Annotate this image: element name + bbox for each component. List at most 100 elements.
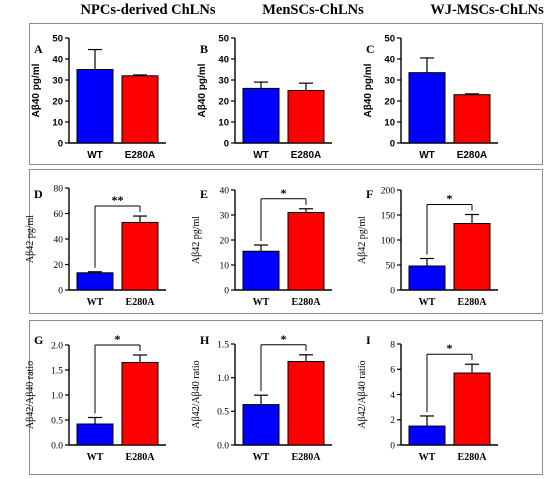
significance-mark-e: * <box>281 186 287 200</box>
bar-d-e280a <box>121 221 159 291</box>
bar-f-e280a <box>453 223 491 291</box>
panel-letter-f: F <box>366 187 373 201</box>
category-label-b: WT <box>253 150 269 161</box>
panel-letter-i: I <box>366 333 371 347</box>
y-axis-label-f: Aβ42 pg/ml <box>357 216 368 264</box>
y-tick-label-e: 30 <box>220 211 230 221</box>
category-label-h: WT <box>253 452 270 463</box>
bar-a-wt <box>76 69 114 144</box>
y-tick-label-d: 20 <box>54 261 64 271</box>
bar-i-e280a <box>453 372 491 446</box>
significance-mark-g: * <box>115 332 121 346</box>
y-tick-label-i: 4 <box>390 391 395 401</box>
y-tick-label-b: 0 <box>224 138 229 149</box>
y-tick-label-g: 0.5 <box>51 416 63 426</box>
category-label-c: E280A <box>457 150 488 161</box>
y-tick-label-d: 80 <box>54 184 64 194</box>
y-axis-label-g: Aβ42/Aβ40 ratio <box>25 361 36 429</box>
y-tick-label-f: 150 <box>381 211 396 221</box>
bar-c-wt <box>408 72 446 144</box>
y-tick-label-g: 1.0 <box>51 391 63 401</box>
y-tick-label-c: 40 <box>384 54 395 65</box>
y-tick-label-d: 60 <box>54 210 64 220</box>
significance-mark-d: ** <box>112 193 124 207</box>
y-tick-label-a: 20 <box>52 96 63 107</box>
bar-b-e280a <box>287 90 325 144</box>
category-label-a: WT <box>87 150 103 161</box>
category-label-e: WT <box>253 297 270 308</box>
y-tick-label-a: 40 <box>52 54 63 65</box>
y-axis-label-e: Aβ42 pg/ml <box>191 216 202 264</box>
category-label-i: E280A <box>458 452 488 463</box>
panel-letter-a: A <box>34 42 43 56</box>
panel-letter-d: D <box>34 187 43 201</box>
significance-mark-f: * <box>447 192 453 206</box>
significance-mark-h: * <box>281 332 287 346</box>
y-tick-label-c: 50 <box>384 33 395 44</box>
bar-h-e280a <box>287 361 325 446</box>
category-label-f: WT <box>419 297 436 308</box>
row-box-abeta42 <box>29 169 543 314</box>
bar-g-e280a <box>121 362 159 446</box>
y-tick-label-g: 0.0 <box>51 441 63 451</box>
y-axis-label-a: Aβ40 pg/ml <box>31 63 42 117</box>
y-tick-label-i: 0 <box>390 441 395 451</box>
bar-e-wt <box>242 250 280 291</box>
y-axis-label-d: Aβ42 pg/ml <box>25 215 36 263</box>
bar-g-wt <box>76 423 114 446</box>
category-label-a: E280A <box>125 150 156 161</box>
significance-mark-i: * <box>447 341 453 355</box>
column-title-menscs: MenSCs-ChLNs <box>262 2 364 18</box>
row-box-abeta40 <box>29 23 543 165</box>
y-tick-label-d: 40 <box>54 235 64 245</box>
bar-h-wt <box>242 404 280 446</box>
bar-f-wt <box>408 265 446 291</box>
y-tick-label-c: 30 <box>384 75 395 86</box>
bar-c-e280a <box>453 94 491 144</box>
y-axis-label-c: Aβ40 pg/ml <box>363 63 374 117</box>
category-label-e: E280A <box>292 297 322 308</box>
bar-i-wt <box>408 425 446 446</box>
y-tick-label-b: 20 <box>218 96 229 107</box>
row-box-ratio <box>29 320 543 475</box>
category-label-h: E280A <box>292 452 322 463</box>
y-tick-label-b: 50 <box>218 33 229 44</box>
bar-d-wt <box>76 272 114 291</box>
y-tick-label-g: 1.5 <box>51 366 63 376</box>
y-tick-label-f: 50 <box>386 261 396 271</box>
y-axis-label-i: Aβ42/Aβ40 ratio <box>357 360 368 428</box>
y-tick-label-g: 2.0 <box>51 341 63 351</box>
y-tick-label-c: 0 <box>390 138 395 149</box>
category-label-f: E280A <box>458 297 488 308</box>
category-label-i: WT <box>419 452 436 463</box>
panel-letter-b: B <box>200 42 208 56</box>
bar-a-e280a <box>121 75 159 144</box>
y-tick-label-e: 40 <box>220 186 230 196</box>
y-tick-label-b: 10 <box>218 117 229 128</box>
y-tick-label-h: 1.5 <box>217 340 229 350</box>
y-tick-label-d: 0 <box>58 286 63 296</box>
y-tick-label-h: 0.0 <box>217 441 229 451</box>
panel-letter-e: E <box>200 187 208 201</box>
y-tick-label-i: 8 <box>390 340 395 350</box>
y-tick-label-c: 20 <box>384 96 395 107</box>
category-label-d: E280A <box>126 297 156 308</box>
y-tick-label-a: 10 <box>52 117 63 128</box>
y-tick-label-h: 1.0 <box>217 374 229 384</box>
panel-letter-h: H <box>200 333 210 347</box>
y-tick-label-a: 30 <box>52 75 63 86</box>
column-title-npcs: NPCs-derived ChLNs <box>80 2 216 18</box>
y-axis-label-h: Aβ42/Aβ40 ratio <box>191 360 202 428</box>
y-tick-label-f: 200 <box>381 186 396 196</box>
y-tick-label-i: 6 <box>390 366 395 376</box>
y-tick-label-b: 30 <box>218 75 229 86</box>
category-label-g: WT <box>87 452 104 463</box>
panel-letter-g: G <box>34 333 43 347</box>
y-tick-label-i: 2 <box>390 416 395 426</box>
column-title-wjmscs: WJ-MSCs-ChLNs <box>430 2 544 18</box>
y-tick-label-a: 50 <box>52 33 63 44</box>
y-tick-label-f: 0 <box>390 286 395 296</box>
category-label-g: E280A <box>126 452 156 463</box>
panel-letter-c: C <box>366 42 375 56</box>
